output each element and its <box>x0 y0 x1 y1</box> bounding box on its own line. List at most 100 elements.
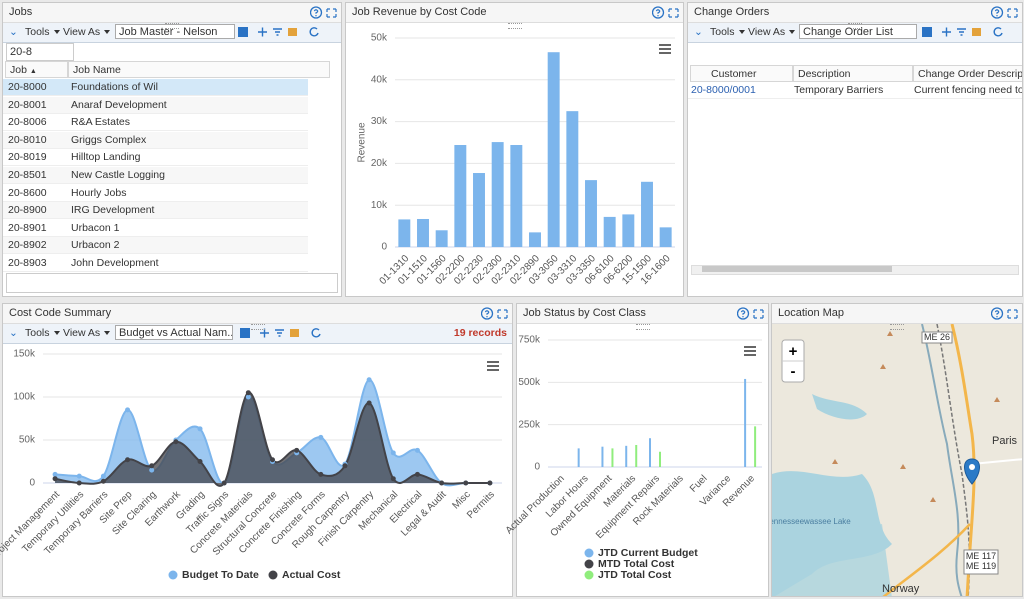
icons[interactable] <box>991 6 1019 19</box>
cell[interactable]: Foundations of Wil <box>71 79 158 96</box>
columns-icon[interactable] <box>290 329 299 337</box>
map[interactable]: ME 26 Paris ME 117 ME 119 Norway Penness… <box>772 324 1023 597</box>
cell[interactable]: John Development <box>71 255 159 272</box>
cell[interactable]: 20-8000 <box>8 79 47 96</box>
column-header[interactable]: Job Name <box>68 61 330 78</box>
filter-input[interactable]: 20-8 <box>6 43 74 61</box>
icons[interactable] <box>737 307 765 320</box>
icons[interactable] <box>652 6 680 19</box>
toolbar-icons[interactable] <box>237 26 337 46</box>
view-select[interactable]: Budget vs Actual Nam... <box>115 325 233 340</box>
cell[interactable]: 20-8901 <box>8 220 47 237</box>
cell[interactable]: R&A Estates <box>71 114 130 131</box>
table-row[interactable]: 20-8019 Hilltop Landing <box>3 149 308 166</box>
cell[interactable]: Urbacon 2 <box>71 237 119 254</box>
filter-icon[interactable] <box>275 330 284 336</box>
collapse[interactable]: ⌄ <box>694 23 703 42</box>
drag-grip[interactable] <box>165 23 179 29</box>
add-icon[interactable] <box>258 28 267 37</box>
cell[interactable]: 20-8019 <box>8 149 47 166</box>
filter-text[interactable]: 20-8 <box>10 46 32 58</box>
cell[interactable]: 20-8600 <box>8 185 47 202</box>
view-as-label[interactable]: View As <box>63 327 100 339</box>
drag-grip[interactable] <box>890 324 904 330</box>
save-icon[interactable] <box>922 27 932 37</box>
drag-grip[interactable] <box>848 23 862 29</box>
expand-icon[interactable] <box>1008 310 1017 318</box>
collapse[interactable]: ⌄ <box>9 324 18 343</box>
cell[interactable]: Hourly Jobs <box>71 185 126 202</box>
refresh-icon[interactable] <box>310 28 318 36</box>
cell[interactable]: 20-8006 <box>8 114 47 131</box>
expand-icon[interactable] <box>754 310 763 318</box>
icons[interactable] <box>481 307 509 320</box>
table-row[interactable]: 20-8006 R&A Estates <box>3 114 308 131</box>
table-row[interactable]: 20-8600 Hourly Jobs <box>3 185 308 202</box>
drag-grip[interactable] <box>636 324 650 330</box>
view-as-label[interactable]: View As <box>748 26 785 38</box>
filter-icon[interactable] <box>273 29 282 35</box>
drag-grip[interactable] <box>508 23 522 29</box>
cell[interactable]: New Castle Logging <box>71 167 165 184</box>
view-as-label[interactable]: View As <box>63 26 100 38</box>
column-title[interactable]: Job <box>10 64 27 76</box>
zoom-in[interactable]: + <box>789 343 798 360</box>
table-row[interactable]: 20-8902 Urbacon 2 <box>3 237 308 254</box>
tools-menu[interactable]: Tools <box>710 23 745 42</box>
view-as-menu[interactable]: View As <box>63 324 110 343</box>
collapse[interactable]: ⌄ <box>9 23 18 42</box>
toolbar-icons[interactable] <box>921 26 1021 46</box>
tools-label[interactable]: Tools <box>710 26 735 38</box>
expand-icon[interactable] <box>1008 9 1017 17</box>
column-header[interactable]: Description <box>793 65 913 82</box>
cell[interactable]: 20-8902 <box>8 237 47 254</box>
cell[interactable]: 20-8000/0001 <box>691 82 756 99</box>
view-name[interactable]: Budget vs Actual Nam... <box>119 327 233 339</box>
table-row[interactable]: 20-8000/0001 Temporary Barriers Current fe… <box>688 82 1023 99</box>
refresh-icon[interactable] <box>994 28 1002 36</box>
header-icons[interactable] <box>737 307 765 327</box>
columns-icon[interactable] <box>288 28 297 36</box>
tools-menu[interactable]: Tools <box>25 324 60 343</box>
expand-icon[interactable] <box>498 310 507 318</box>
save-icon[interactable] <box>238 27 248 37</box>
toolbar-icons[interactable] <box>239 327 339 347</box>
cell[interactable]: 20-8903 <box>8 255 47 272</box>
save-icon[interactable] <box>240 328 250 338</box>
cell[interactable]: Anaraf Development <box>71 97 167 114</box>
cell[interactable]: Current fencing need to be m <box>914 82 1023 99</box>
columns-icon[interactable] <box>972 28 981 36</box>
cell[interactable]: IRG Development <box>71 202 154 219</box>
add-icon[interactable] <box>942 28 951 37</box>
refresh-icon[interactable] <box>312 329 320 337</box>
column-header[interactable]: Customer Reference <box>690 65 793 82</box>
tools-menu[interactable]: Tools <box>25 23 60 42</box>
expand-icon[interactable] <box>327 9 336 17</box>
column-title[interactable]: Description <box>798 68 851 80</box>
table-row[interactable]: 20-8010 Griggs Complex <box>3 132 308 149</box>
scrollbar[interactable] <box>691 265 1019 275</box>
table-row[interactable]: 20-8901 Urbacon 1 <box>3 220 308 237</box>
column-header[interactable]: Job ▲ <box>5 61 68 78</box>
cell[interactable]: Griggs Complex <box>71 132 146 149</box>
table-row[interactable]: 20-8501New Castle Logging <box>3 167 308 184</box>
header-icons[interactable] <box>652 6 680 26</box>
zoom-out[interactable]: - <box>791 363 796 380</box>
table-row[interactable]: 20-8001 Anaraf Development <box>3 97 308 114</box>
column-header[interactable]: Change Order Descriptio <box>913 65 1023 82</box>
cell[interactable]: 20-8010 <box>8 132 47 149</box>
table-row[interactable]: 20-8000 Foundations of Wil <box>3 79 308 96</box>
cell[interactable]: 20-8001 <box>8 97 47 114</box>
table-row[interactable]: 20-8903 John Development <box>3 255 308 272</box>
filter-icon[interactable] <box>957 29 966 35</box>
cell[interactable]: 20-8900 <box>8 202 47 219</box>
cell[interactable]: Urbacon 1 <box>71 220 119 237</box>
cell[interactable]: Temporary Barriers <box>794 82 883 99</box>
drag-grip[interactable] <box>251 324 265 330</box>
icons[interactable] <box>991 307 1019 320</box>
cell[interactable]: Hilltop Landing <box>71 149 140 166</box>
view-as-menu[interactable]: View As <box>748 23 795 42</box>
icons[interactable] <box>310 6 338 19</box>
view-as-menu[interactable]: View As <box>63 23 110 42</box>
table-row[interactable]: 20-8900 IRG Development <box>3 202 308 219</box>
